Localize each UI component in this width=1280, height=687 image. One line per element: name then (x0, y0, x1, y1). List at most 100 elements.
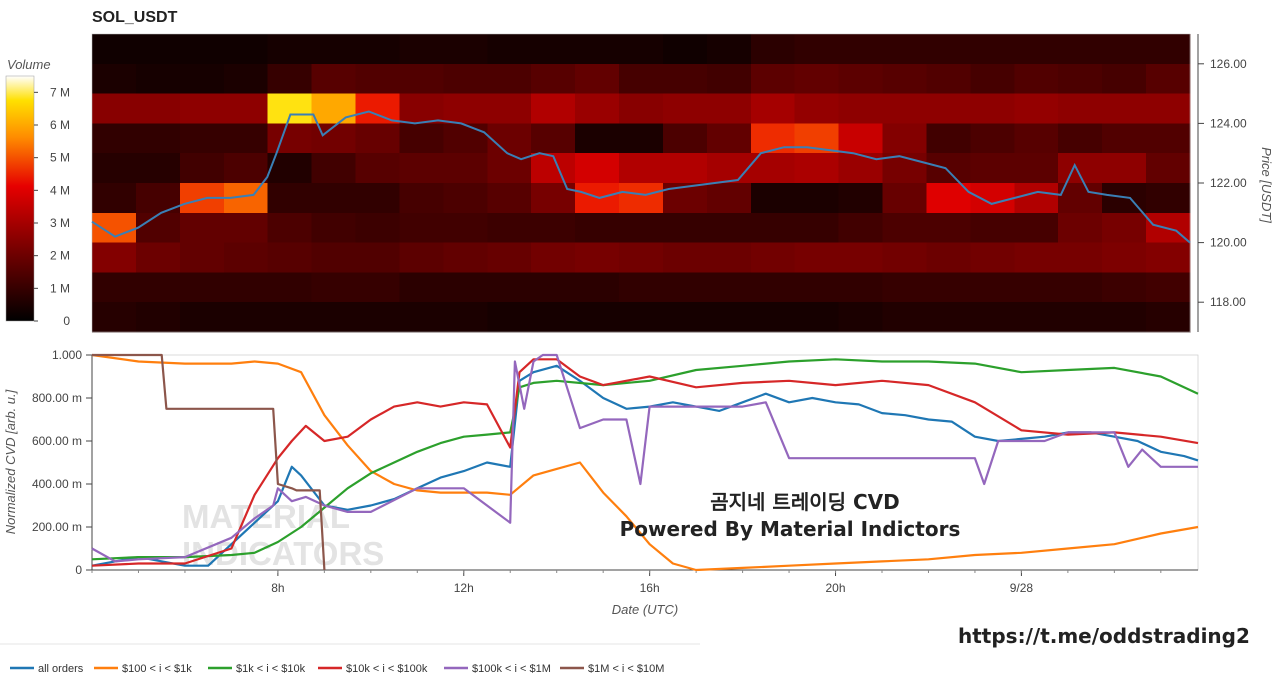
heatmap-cell (838, 93, 884, 124)
heatmap-cell (135, 153, 181, 184)
heatmap-cell (355, 63, 400, 95)
heatmap-cell (794, 302, 840, 333)
cvd-y-tick-label: 200.00 m (32, 520, 82, 534)
heatmap-cell (179, 212, 225, 244)
heatmap-cell (531, 272, 576, 303)
heatmap-cell (355, 123, 400, 154)
heatmap-cell (926, 242, 971, 273)
cvd-y-tick-label: 400.00 m (32, 477, 82, 491)
heatmap-cell (487, 123, 532, 154)
heatmap-cell (1058, 34, 1103, 65)
heatmap-cell (179, 242, 225, 273)
heatmap-cell (223, 302, 269, 333)
heatmap-cell (882, 123, 927, 154)
colorbar-tick-label: 2 M (50, 249, 70, 263)
price-tick-label: 118.00 (1210, 295, 1246, 309)
heatmap-cell (662, 93, 708, 124)
price-y-axis-title: Price [USDT] (1259, 147, 1274, 223)
heatmap-cell (575, 93, 620, 124)
heatmap-cell (399, 272, 444, 303)
heatmap-cell (179, 34, 225, 65)
heatmap-cell (531, 123, 576, 154)
heatmap-cell (575, 34, 620, 65)
legend-item-label[interactable]: $10k < i < $100k (346, 663, 428, 675)
legend-item-label[interactable]: $100k < i < $1M (472, 663, 551, 675)
heatmap-cell (970, 183, 1015, 214)
heatmap-cell (662, 302, 708, 333)
heatmap-cell (443, 63, 488, 95)
heatmap (91, 33, 1191, 333)
heatmap-cell (1014, 123, 1059, 154)
heatmap-cell (926, 123, 971, 154)
heatmap-cell (179, 272, 225, 303)
cvd-x-tick-label: 9/28 (1010, 581, 1034, 595)
heatmap-cell (135, 123, 181, 154)
cvd-y-tick-label: 600.00 m (32, 434, 82, 448)
cvd-y-axis-title: Normalized CVD [arb. u.] (3, 389, 18, 534)
heatmap-cell (531, 302, 576, 333)
heatmap-cell (1146, 302, 1191, 333)
colorbar-tick-label: 3 M (50, 216, 70, 230)
heatmap-cell (750, 63, 796, 95)
heatmap-cell (92, 183, 137, 214)
heatmap-cell (1102, 242, 1147, 273)
heatmap-cell (487, 302, 532, 333)
heatmap-cell (1058, 153, 1103, 184)
cvd-series-line (91, 353, 1198, 563)
heatmap-cell (619, 302, 664, 333)
heatmap-cell (223, 123, 269, 154)
heatmap-cell (882, 242, 927, 273)
heatmap-cell (92, 153, 137, 184)
cvd-y-tick-label: 1.000 (52, 348, 82, 362)
heatmap-cell (662, 212, 708, 244)
heatmap-cell (267, 242, 313, 273)
heatmap-cell (882, 302, 927, 333)
cvd-lines (91, 353, 1199, 572)
heatmap-cell (1146, 93, 1191, 124)
heatmap-cell (926, 153, 971, 184)
heatmap-cell (487, 93, 532, 124)
heatmap-cell (1058, 242, 1103, 273)
heatmap-cell (1058, 63, 1103, 95)
heatmap-cell (662, 272, 708, 303)
heatmap-cell (399, 242, 444, 273)
legend-item-label[interactable]: $100 < i < $1k (122, 663, 192, 675)
overlay-link: https://t.me/oddstrading2 (958, 624, 1250, 648)
heatmap-cell (970, 93, 1015, 124)
heatmap-cell (970, 34, 1015, 65)
cvd-y-tick-label: 0 (75, 563, 82, 577)
heatmap-cell (706, 63, 752, 95)
heatmap-cell (750, 153, 796, 184)
heatmap-cell (223, 272, 269, 303)
colorbar-tick-label: 4 M (50, 183, 70, 197)
colorbar-title: Volume (7, 57, 51, 72)
legend-item-label[interactable]: all orders (38, 663, 84, 675)
heatmap-cell (662, 153, 708, 184)
colorbar-scale (5, 75, 35, 322)
heatmap-cell (311, 34, 357, 65)
heatmap-cell (926, 34, 971, 65)
heatmap-cell (838, 34, 884, 65)
cvd-x-tick-label: 8h (271, 581, 284, 595)
heatmap-cell (135, 272, 181, 303)
heatmap-cell (443, 93, 488, 124)
heatmap-cell (267, 272, 313, 303)
legend-item-label[interactable]: $1k < i < $10k (236, 663, 306, 675)
heatmap-cell (355, 272, 400, 303)
heatmap-cell (706, 183, 752, 214)
heatmap-cell (794, 34, 840, 65)
price-tick-label: 126.00 (1210, 57, 1247, 71)
heatmap-cell (970, 63, 1015, 95)
heatmap-cell (92, 242, 137, 273)
colorbar-ticks: 0 1 M 2 M 3 M 4 M 5 M 6 M 7 M (34, 85, 70, 328)
overlay-subtitle: Powered By Material Indictors (619, 517, 961, 541)
heatmap-cell (1146, 34, 1191, 65)
legend-item-label[interactable]: $1M < i < $10M (588, 663, 664, 675)
heatmap-cell (1146, 272, 1191, 303)
cvd-axes: 0 200.00 m 400.00 m 600.00 m 800.00 m 1.000 8h… (32, 348, 1199, 595)
heatmap-cell (575, 153, 620, 184)
heatmap-cell (355, 93, 400, 124)
heatmap-cell (794, 63, 840, 95)
heatmap-axes: 118.00 120.00 122.00 124.00 126.00 (1197, 34, 1247, 332)
